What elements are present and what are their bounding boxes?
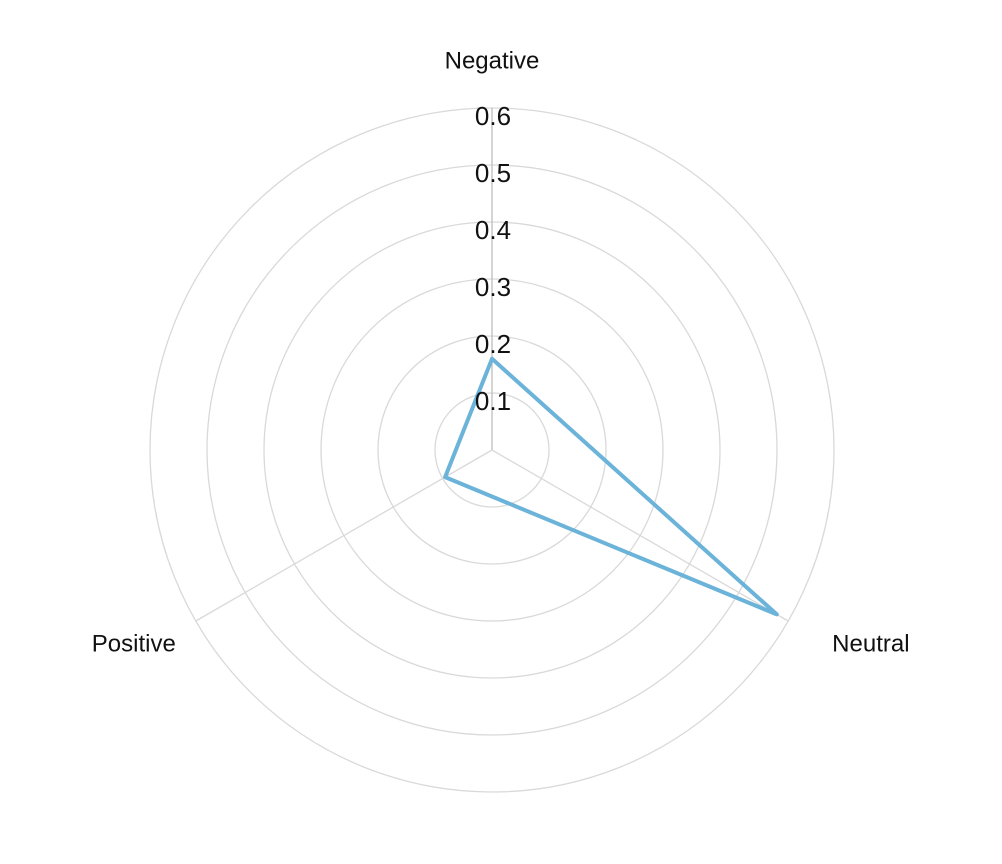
series-layer bbox=[443, 356, 779, 617]
grid-layer bbox=[149, 107, 835, 793]
radial-tick-label: 0.2 bbox=[475, 329, 511, 359]
series-line-0 bbox=[443, 356, 779, 617]
radial-tick-label: 0.3 bbox=[475, 272, 511, 302]
radial-tick-label: 0.1 bbox=[475, 386, 511, 416]
spoke-positive bbox=[195, 449, 493, 622]
axis-label-positive: Positive bbox=[92, 630, 176, 657]
radial-tick-label: 0.6 bbox=[475, 101, 511, 131]
axis-label-neutral: Neutral bbox=[832, 630, 909, 657]
tick-label-layer: 0.1 0.2 0.3 0.4 0.5 0.6 bbox=[475, 101, 511, 416]
radial-tick-label: 0.5 bbox=[475, 158, 511, 188]
spoke-neutral bbox=[491, 449, 789, 622]
radial-tick-label: 0.4 bbox=[475, 215, 511, 245]
axis-label-layer: Negative Neutral Positive bbox=[92, 47, 910, 657]
axis-label-negative: Negative bbox=[445, 47, 540, 74]
